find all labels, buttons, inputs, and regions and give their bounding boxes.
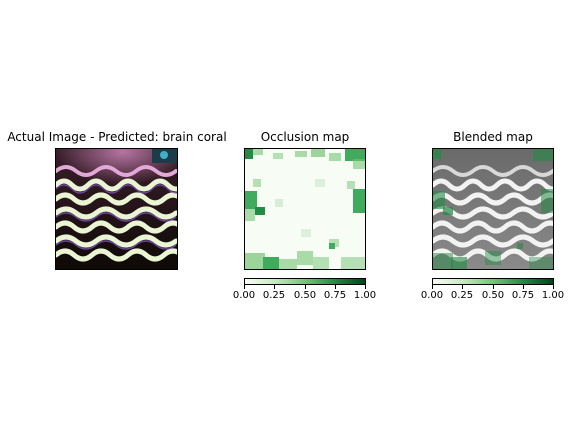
blended-map-image — [432, 148, 554, 270]
occlusion-map-image — [244, 148, 366, 270]
colorbar-tick-label: 0.00 — [420, 290, 444, 301]
panel-title-actual-image: Actual Image - Predicted: brain coral — [7, 130, 227, 144]
colorbar-tick-label: 0.75 — [511, 290, 535, 301]
colorbar-tick-label: 0.75 — [323, 290, 347, 301]
colorbar-tick-label: 0.25 — [450, 290, 474, 301]
colorbar-tick-label: 1.00 — [541, 290, 565, 301]
panel-title-occlusion-map: Occlusion map — [260, 130, 350, 144]
colorbar-tick-label: 1.00 — [353, 290, 377, 301]
colorbar-tick-label: 0.50 — [293, 290, 317, 301]
colorbar-tick-label: 0.50 — [481, 290, 505, 301]
colorbar-tick-label: 0.25 — [262, 290, 286, 301]
blended-map-colorbar — [432, 278, 554, 285]
brain-coral-image — [55, 148, 178, 270]
occlusion-map-colorbar — [244, 278, 366, 285]
colorbar-tick-label: 0.00 — [232, 290, 256, 301]
panel-title-blended-map: Blended map — [453, 130, 533, 144]
